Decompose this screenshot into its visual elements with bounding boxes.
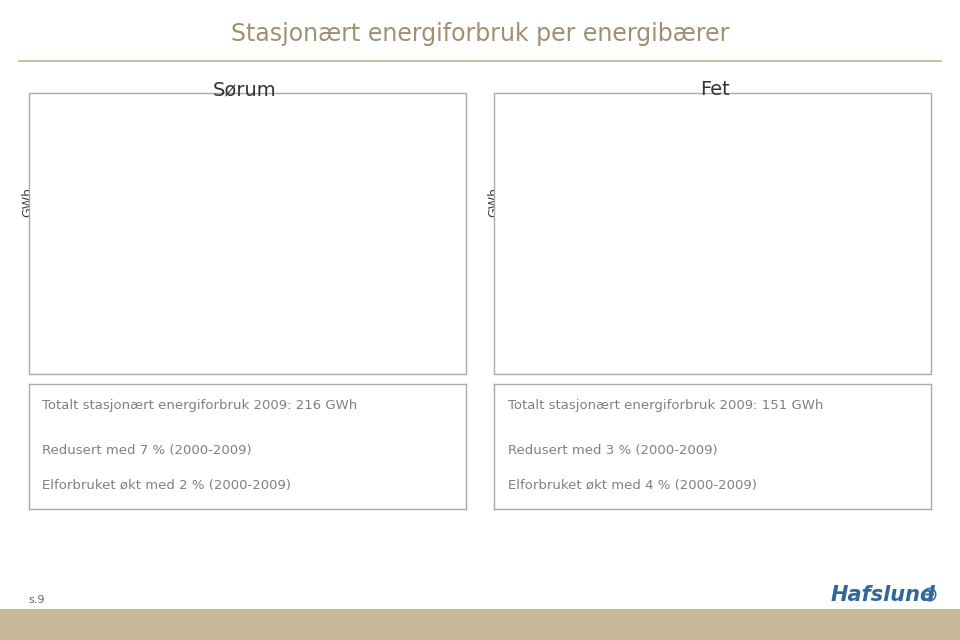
Legend: Elektrisitet, Petroleumsprodukter, Gass, Biobrensel: Elektrisitet, Petroleumsprodukter, Gass,… — [53, 345, 242, 369]
Text: Totalt stasjonært energiforbruk 2009: 151 GWh: Totalt stasjonært energiforbruk 2009: 15… — [508, 399, 823, 412]
Text: Redusert med 3 % (2000-2009): Redusert med 3 % (2000-2009) — [508, 444, 717, 457]
Text: Hafslund: Hafslund — [830, 585, 935, 605]
Text: ⊕: ⊕ — [920, 585, 937, 605]
Legend: Elektrisitet, Petroleumsprodukter, Gass, Biobrensel: Elektrisitet, Petroleumsprodukter, Gass,… — [518, 345, 708, 369]
Text: s.9: s.9 — [29, 595, 45, 605]
Y-axis label: GWh: GWh — [487, 187, 500, 216]
Text: Sørum: Sørum — [213, 80, 276, 99]
Text: Elforbruket økt med 2 % (2000-2009): Elforbruket økt med 2 % (2000-2009) — [42, 479, 291, 492]
Text: Fet: Fet — [701, 80, 730, 99]
Y-axis label: GWh: GWh — [21, 187, 35, 216]
Text: Stasjonært energiforbruk per energibærer: Stasjonært energiforbruk per energibærer — [230, 22, 730, 46]
Text: Redusert med 7 % (2000-2009): Redusert med 7 % (2000-2009) — [42, 444, 252, 457]
Text: Elforbruket økt med 4 % (2000-2009): Elforbruket økt med 4 % (2000-2009) — [508, 479, 756, 492]
Text: Totalt stasjonært energiforbruk 2009: 216 GWh: Totalt stasjonært energiforbruk 2009: 21… — [42, 399, 357, 412]
